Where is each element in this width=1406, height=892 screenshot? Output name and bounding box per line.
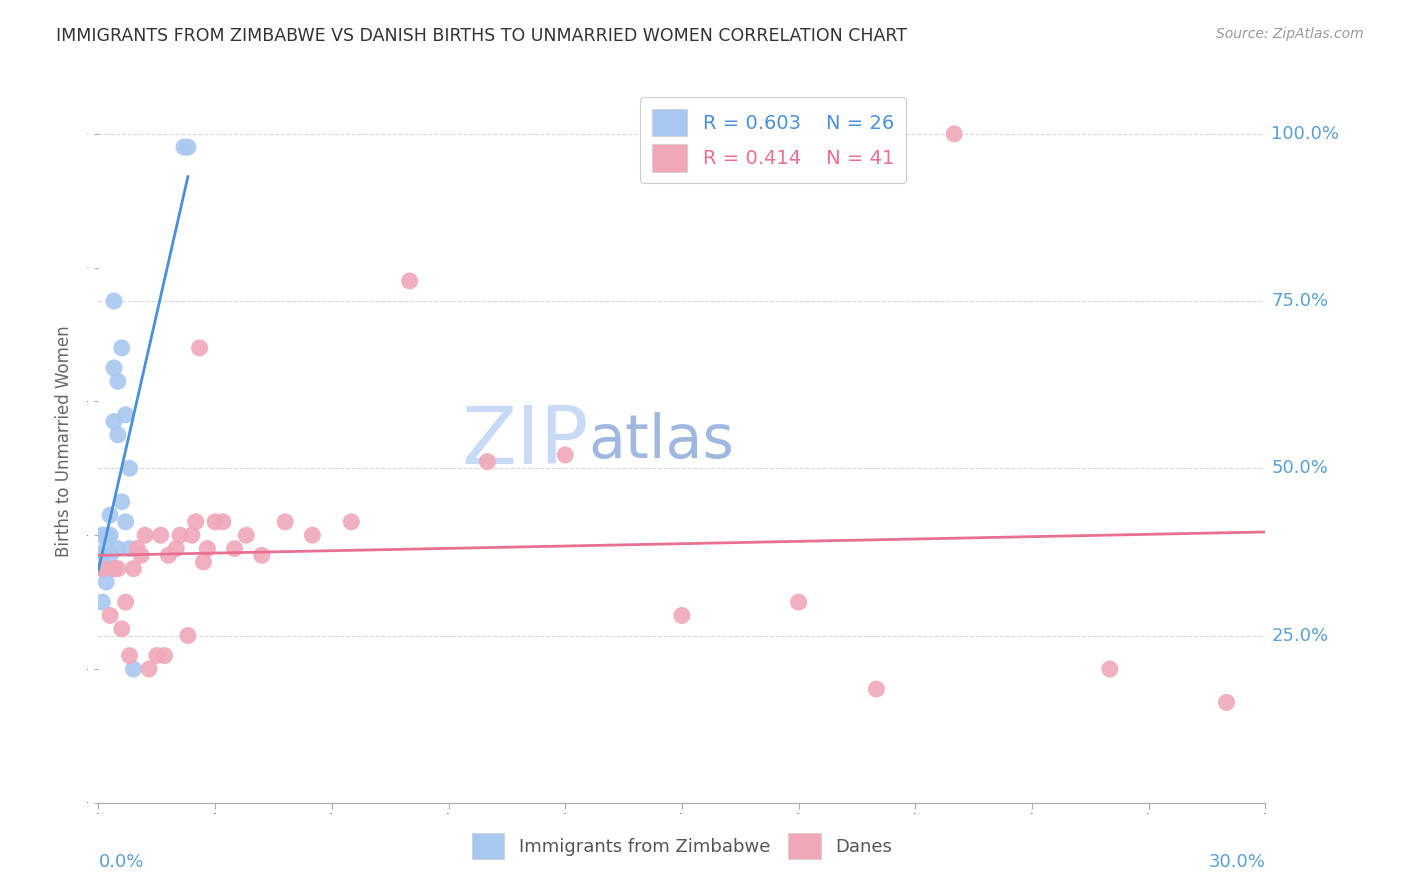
Point (153, 648, 176, 663)
Point (118, 648, 141, 663)
Point (1215, 696, 1237, 710)
Point (107, 427, 129, 442)
Point (114, 595, 136, 609)
Point (103, 562, 125, 576)
Point (671, 608, 693, 623)
Point (103, 294, 125, 309)
Point (554, 448, 576, 462)
Point (122, 562, 145, 576)
Point (103, 414, 125, 429)
Text: atlas: atlas (589, 412, 734, 471)
Point (188, 341, 211, 355)
Point (103, 361, 125, 376)
Point (118, 541, 141, 556)
Point (274, 515, 297, 529)
Point (180, 528, 202, 542)
Point (149, 528, 172, 542)
Point (111, 494, 134, 508)
Point (250, 548, 273, 563)
Point (169, 528, 191, 542)
Point (107, 562, 129, 576)
Point (177, 628, 200, 642)
Point (91, 548, 114, 563)
Text: 0.0%: 0.0% (98, 854, 143, 871)
Point (98, 528, 121, 542)
Point (114, 408, 136, 422)
Text: ZIP: ZIP (461, 402, 589, 481)
Point (184, 515, 207, 529)
Point (134, 528, 156, 542)
Point (398, 274, 420, 288)
Point (224, 541, 246, 556)
Point (212, 515, 235, 529)
Point (118, 461, 141, 475)
Point (177, 140, 200, 154)
Point (107, 541, 129, 556)
Point (107, 375, 129, 389)
Point (340, 515, 363, 529)
Point (865, 681, 887, 696)
Point (477, 455, 499, 469)
Point (98, 508, 121, 523)
Point (301, 528, 323, 542)
Text: 30.0%: 30.0% (1209, 854, 1265, 871)
Point (91, 595, 114, 609)
Point (111, 341, 134, 355)
Point (114, 515, 136, 529)
Text: 100.0%: 100.0% (1271, 125, 1340, 143)
Y-axis label: Births to Unmarried Women: Births to Unmarried Women (55, 326, 73, 558)
Point (111, 622, 134, 636)
Point (157, 548, 180, 563)
Point (943, 127, 966, 141)
Text: 50.0%: 50.0% (1271, 459, 1329, 477)
Point (146, 648, 169, 663)
Point (96, 528, 118, 542)
Point (127, 541, 149, 556)
Point (204, 515, 226, 529)
Text: 25.0%: 25.0% (1271, 626, 1329, 645)
Point (138, 662, 160, 676)
Point (173, 140, 195, 154)
Point (195, 541, 218, 556)
Point (91, 562, 114, 576)
Point (787, 595, 810, 609)
Point (98, 608, 121, 623)
Text: IMMIGRANTS FROM ZIMBABWE VS DANISH BIRTHS TO UNMARRIED WOMEN CORRELATION CHART: IMMIGRANTS FROM ZIMBABWE VS DANISH BIRTH… (56, 27, 907, 45)
Point (235, 528, 257, 542)
Point (193, 555, 215, 569)
Text: Source: ZipAtlas.com: Source: ZipAtlas.com (1216, 27, 1364, 41)
Point (129, 548, 152, 563)
Point (91, 562, 114, 576)
Point (96, 541, 118, 556)
Point (91, 528, 114, 542)
Point (98, 548, 121, 563)
Legend: Immigrants from Zimbabwe, Danes: Immigrants from Zimbabwe, Danes (464, 826, 900, 866)
Point (103, 562, 125, 576)
Point (165, 541, 187, 556)
Text: 75.0%: 75.0% (1271, 292, 1329, 310)
Point (1098, 662, 1121, 676)
Point (122, 662, 145, 676)
Point (96, 575, 118, 590)
